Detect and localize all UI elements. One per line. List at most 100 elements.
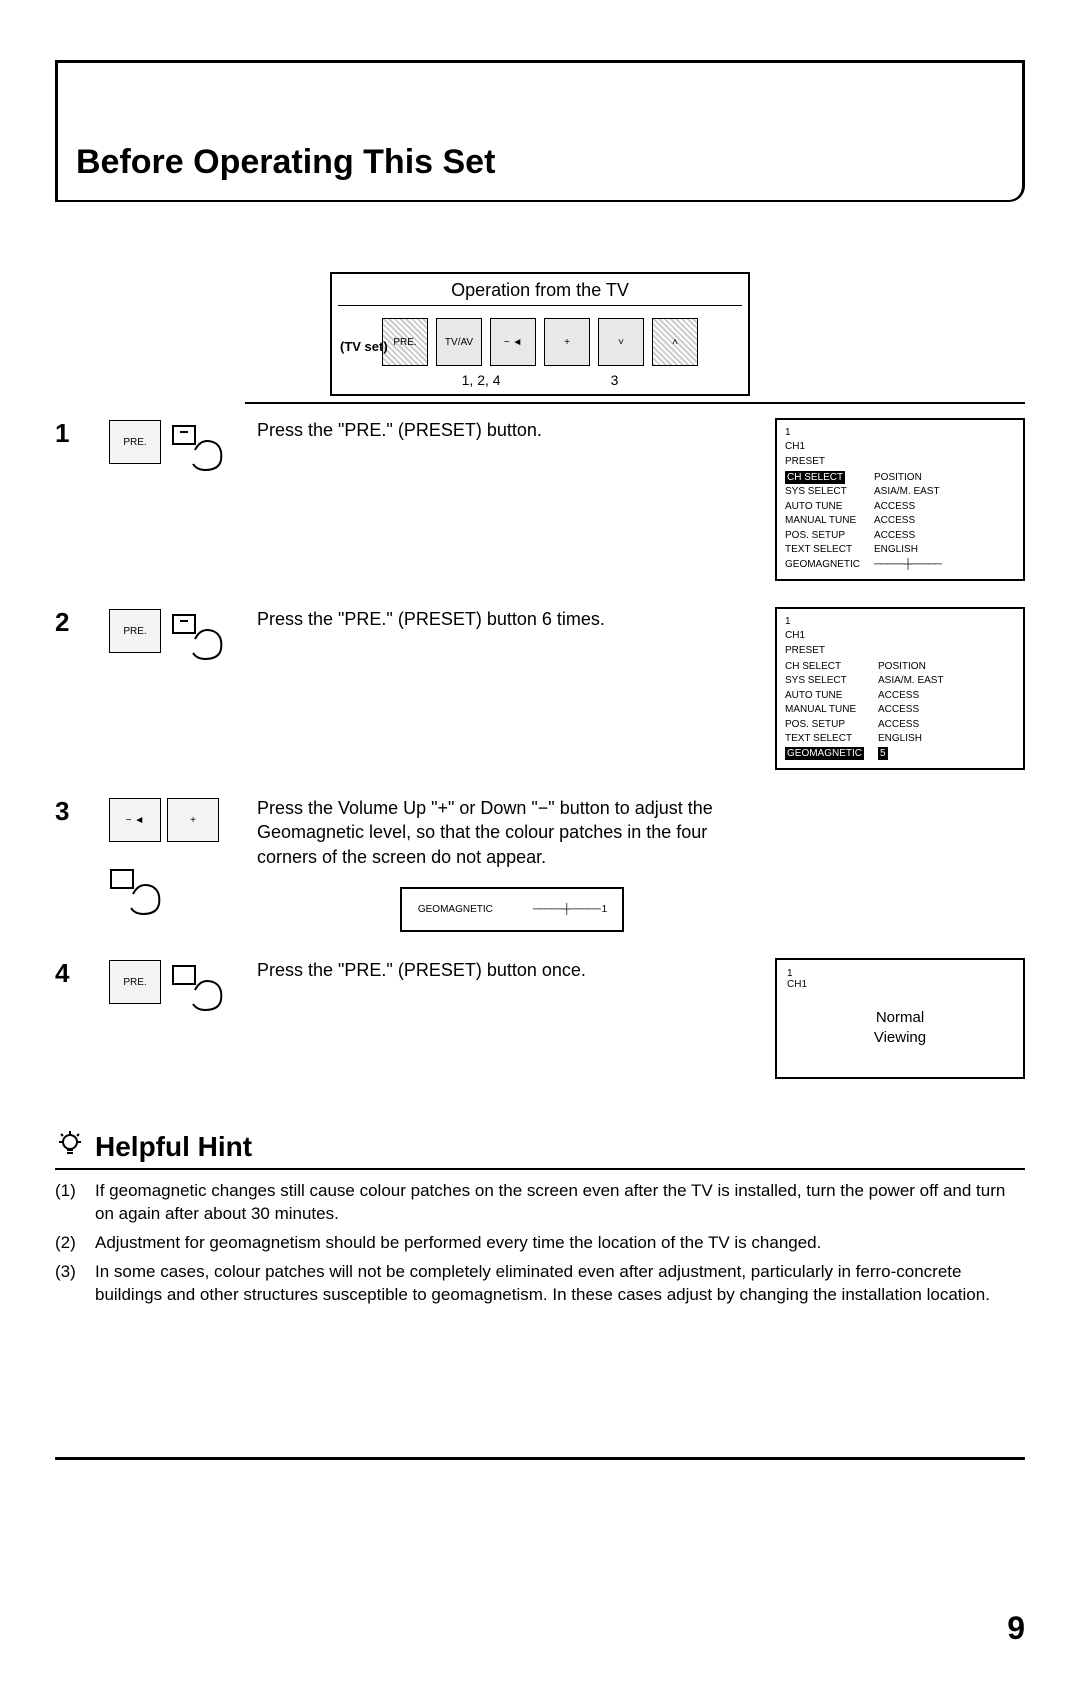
press-hand-icon [167, 960, 227, 1012]
vol-down-icon: − ◄ [109, 798, 161, 842]
step-2: 2 PRE. Press the "PRE." (PRESET) button … [55, 607, 1025, 770]
osd-screen: 1 CH1 PRESET CH SELECT SYS SELECT AUTO TU… [775, 607, 1025, 770]
osd-value: ACCESS [878, 703, 944, 717]
osd-value: ACCESS [874, 529, 941, 543]
pre-button-icon: PRE. [109, 960, 161, 1004]
step-text: Press the "PRE." (PRESET) button. [257, 418, 767, 581]
step-icons: PRE. [109, 958, 249, 1079]
press-hand-icon [167, 420, 227, 472]
osd-value: POSITION [874, 471, 941, 485]
tv-buttons-row: PRE. TV/AV − ◄ + ˅ ˄ [332, 314, 748, 368]
osd-ch: CH1 [787, 979, 807, 990]
tv-btn-down: ˅ [598, 318, 644, 366]
hint-text: In some cases, colour patches will not b… [95, 1261, 1025, 1307]
hint-item: (3) In some cases, colour patches will n… [55, 1261, 1025, 1307]
operation-box: Operation from the TV (TV set) PRE. TV/A… [330, 272, 750, 396]
osd-item: AUTO TUNE [785, 500, 860, 514]
step-number: 3 [55, 796, 101, 932]
step-number: 4 [55, 958, 101, 1079]
geomagnetic-bar: GEOMAGNETIC ─────┼───── 1 [400, 887, 624, 933]
step-text: Press the "PRE." (PRESET) button 6 times… [257, 607, 767, 770]
step-4: 4 PRE. Press the "PRE." (PRESET) button … [55, 958, 1025, 1079]
osd-item: MANUAL TUNE [785, 514, 860, 528]
step-icons: PRE. [109, 607, 249, 770]
step-3: 3 − ◄ + Press the Volume Up "+" or Down … [55, 796, 1025, 932]
osd-value: 5 [878, 747, 888, 761]
hint-item: (2) Adjustment for geomagnetism should b… [55, 1232, 1025, 1255]
page-number: 9 [1007, 1610, 1025, 1647]
osd-ch-num: 1 [785, 427, 791, 438]
osd-item: CH SELECT [785, 660, 864, 674]
osd-item: CH SELECT [785, 471, 845, 485]
osd-value: POSITION [878, 660, 944, 674]
osd-value: ASIA/M. EAST [874, 485, 941, 499]
osd-value: ACCESS [878, 689, 944, 703]
tv-btn-up: ˄ [652, 318, 698, 366]
tv-label-right: 3 [611, 372, 619, 388]
osd-value: ENGLISH [874, 543, 941, 557]
osd-ch: CH1 [785, 630, 805, 641]
geo-label: GEOMAGNETIC [418, 903, 493, 917]
osd-value: ACCESS [874, 500, 941, 514]
tv-btn-pre: PRE. [382, 318, 428, 366]
press-hand-icon [167, 609, 227, 661]
osd-value: ACCESS [874, 514, 941, 528]
hint-text: If geomagnetic changes still cause colou… [95, 1180, 1025, 1226]
vol-up-icon: + [167, 798, 219, 842]
title-frame: Before Operating This Set [55, 60, 1025, 202]
hint-number: (2) [55, 1232, 85, 1255]
bottom-rule [55, 1457, 1025, 1460]
tv-bottom-labels: 1, 2, 4 3 [332, 368, 748, 388]
osd-ch-num: 1 [785, 616, 791, 627]
osd-item: GEOMAGNETIC [785, 747, 864, 761]
page-title: Before Operating This Set [76, 143, 1022, 182]
helpful-hint-heading: Helpful Hint [55, 1129, 1025, 1170]
osd-ch: CH1 [785, 441, 805, 452]
osd-value: ENGLISH [878, 732, 944, 746]
tv-label-left: 1, 2, 4 [462, 372, 501, 388]
hint-item: (1) If geomagnetic changes still cause c… [55, 1180, 1025, 1226]
osd-item: TEXT SELECT [785, 543, 860, 557]
step-1: 1 PRE. Press the "PRE." (PRESET) button.… [55, 418, 1025, 581]
step-text-body: Press the Volume Up "+" or Down "−" butt… [257, 798, 713, 867]
pre-button-icon: PRE. [109, 609, 161, 653]
operation-box-title: Operation from the TV [338, 280, 742, 306]
osd-header: PRESET [785, 644, 1015, 658]
osd-value: ─────┼───── [874, 558, 941, 572]
step-number: 1 [55, 418, 101, 581]
rule [245, 402, 1025, 404]
step-text: Press the Volume Up "+" or Down "−" butt… [257, 796, 767, 932]
osd-item: MANUAL TUNE [785, 703, 864, 717]
osd-item: SYS SELECT [785, 674, 864, 688]
pre-button-icon: PRE. [109, 420, 161, 464]
normal-line: Viewing [874, 1029, 926, 1046]
osd-item: POS. SETUP [785, 529, 860, 543]
hint-number: (1) [55, 1180, 85, 1226]
osd-item: TEXT SELECT [785, 732, 864, 746]
geo-slider: ─────┼───── 1 [533, 903, 606, 917]
tv-set-label: (TV set) [340, 339, 388, 354]
step-icons: − ◄ + [109, 796, 249, 932]
osd-value: ACCESS [878, 718, 944, 732]
tv-btn-plus: + [544, 318, 590, 366]
osd-item: SYS SELECT [785, 485, 860, 499]
hint-title: Helpful Hint [95, 1131, 252, 1163]
osd-item: POS. SETUP [785, 718, 864, 732]
osd-item: GEOMAGNETIC [785, 558, 860, 572]
osd-item: AUTO TUNE [785, 689, 864, 703]
lightbulb-icon [55, 1129, 85, 1164]
step-icons: PRE. [109, 418, 249, 581]
hint-list: (1) If geomagnetic changes still cause c… [55, 1180, 1025, 1307]
hint-number: (3) [55, 1261, 85, 1307]
osd-screen: 1 CH1 PRESET CH SELECT SYS SELECT AUTO TU… [775, 418, 1025, 581]
osd-header: PRESET [785, 455, 1015, 469]
step-text: Press the "PRE." (PRESET) button once. [257, 958, 767, 1079]
step-number: 2 [55, 607, 101, 770]
tv-btn-minus: − ◄ [490, 318, 536, 366]
normal-line: Normal [876, 1009, 924, 1026]
hint-text: Adjustment for geomagnetism should be pe… [95, 1232, 1025, 1255]
press-hand-icon [105, 864, 165, 916]
osd-screen: 1CH1 Normal Viewing [775, 958, 1025, 1079]
osd-ch-num: 1 [787, 968, 793, 979]
tv-btn-tvav: TV/AV [436, 318, 482, 366]
